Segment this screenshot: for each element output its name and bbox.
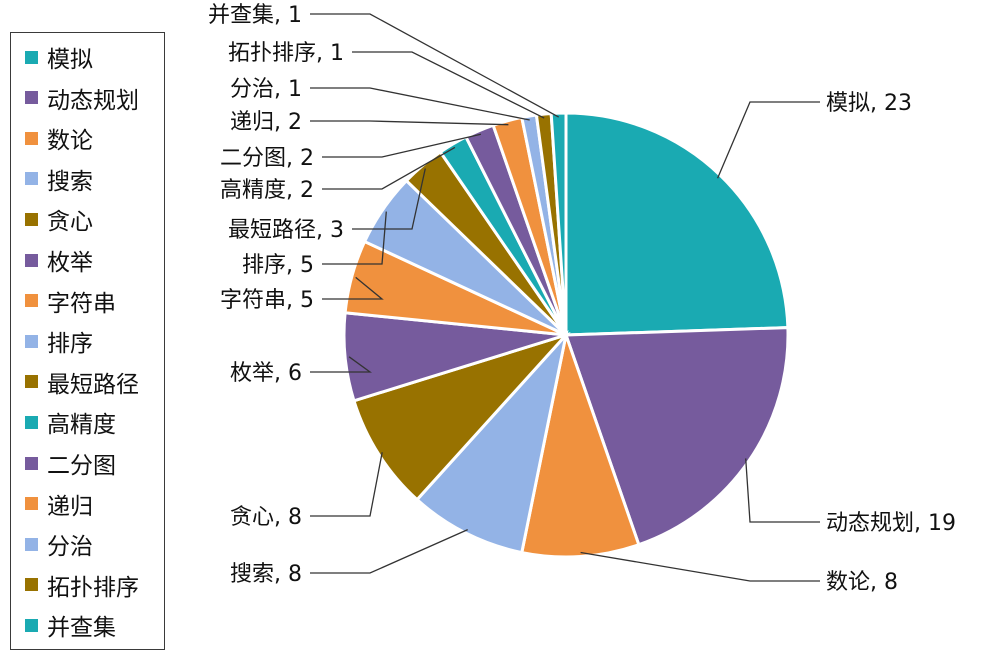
legend-item: 字符串 (11, 283, 116, 319)
slice-label-7: 字符串, 5 (220, 288, 314, 313)
slice-label-5: 贪心, 8 (230, 505, 302, 530)
legend-item: 最短路径 (11, 364, 139, 400)
legend-label: 字符串 (47, 290, 116, 317)
legend-item: 拓扑排序 (11, 567, 139, 603)
leader-line-2 (745, 458, 820, 523)
leader-line-6 (310, 356, 372, 373)
legend-label: 并查集 (47, 615, 116, 642)
legend-swatch (25, 578, 38, 592)
leader-line-9 (352, 168, 426, 230)
legend-item: 二分图 (11, 445, 116, 481)
slice-labels: 模拟, 23 动态规划, 19 数论, 8 搜索, 8 贪心, 8 枚举, 6 字符串, 5… (208, 3, 956, 595)
legend-swatch (25, 294, 38, 308)
slice-label-14: 拓扑排序, 1 (228, 41, 344, 66)
legend-item: 动态规划 (11, 80, 139, 116)
slice-label-12: 递归, 2 (230, 110, 302, 135)
legend-swatch (25, 50, 38, 64)
legend-swatch (25, 618, 38, 632)
slice-label-13: 分治, 1 (230, 77, 302, 102)
legend-label: 分治 (47, 534, 93, 561)
legend-item: 高精度 (11, 404, 116, 440)
legend-label: 二分图 (47, 453, 116, 479)
leader-line-14 (352, 51, 545, 119)
legend-item: 模拟 (11, 39, 93, 75)
legend-item: 分治 (11, 526, 93, 562)
legend-item: 并查集 (11, 607, 116, 643)
slice-label-15: 并查集, 1 (208, 3, 302, 28)
slice-label-4: 搜索, 8 (230, 562, 302, 587)
leader-line-7 (322, 276, 384, 300)
legend-swatch (25, 334, 38, 348)
legend-item: 递归 (11, 486, 93, 522)
legend-swatch (25, 497, 38, 511)
legend-label: 最短路径 (47, 371, 139, 398)
legend-label: 枚举 (47, 250, 93, 276)
legend-label: 搜索 (47, 168, 93, 195)
legend-swatch (25, 375, 38, 389)
legend-item: 贪心 (11, 201, 93, 237)
leader-line-10 (322, 146, 456, 190)
slice-label-2: 动态规划, 19 (826, 511, 956, 536)
leader-line-11 (322, 133, 482, 158)
legend-swatch (25, 415, 38, 429)
chart-legend: 模拟动态规划数论搜索贪心枚举字符串排序最短路径高精度二分图递归分治拓扑排序并查集 (10, 32, 165, 650)
pie-slice-1 (564, 111, 790, 337)
legend-item: 搜索 (11, 161, 93, 197)
legend-swatch (25, 537, 38, 551)
legend-label: 贪心 (47, 209, 93, 236)
leader-line-4 (310, 529, 468, 574)
legend-swatch (25, 172, 38, 186)
slice-label-11: 二分图, 2 (220, 146, 314, 171)
legend-swatch (25, 212, 38, 226)
slice-label-8: 排序, 5 (242, 253, 314, 278)
pie-slice-5 (352, 331, 571, 502)
leader-line-15 (310, 13, 560, 118)
legend-swatch (25, 456, 38, 470)
leader-line-1 (717, 101, 820, 179)
legend-label: 拓扑排序 (47, 574, 139, 601)
legend-swatch (25, 91, 38, 105)
slice-label-9: 最短路径, 3 (228, 218, 344, 243)
pie-slice-4 (414, 329, 569, 555)
legend-label: 递归 (47, 493, 93, 520)
legend-label: 模拟 (47, 47, 93, 73)
leader-line-12 (310, 120, 509, 126)
legend-label: 数论 (47, 128, 93, 155)
slice-label-6: 枚举, 6 (230, 361, 302, 386)
legend-swatch (25, 253, 38, 267)
slice-label-10: 高精度, 2 (220, 178, 314, 203)
leader-line-13 (310, 87, 530, 121)
leader-line-5 (310, 452, 383, 517)
legend-item: 枚举 (11, 242, 93, 278)
legend-item: 数论 (11, 120, 93, 156)
slice-label-1: 模拟, 23 (826, 91, 912, 116)
legend-label: 排序 (47, 331, 93, 358)
leader-lines (310, 13, 820, 582)
legend-label: 高精度 (47, 412, 116, 439)
leader-line-3 (580, 551, 820, 582)
pie-slices (342, 111, 790, 559)
legend-item: 排序 (11, 323, 93, 359)
pie-slice-3 (520, 329, 641, 559)
slice-label-3: 数论, 8 (826, 570, 898, 595)
legend-label: 动态规划 (47, 87, 139, 114)
legend-swatch (25, 131, 38, 145)
